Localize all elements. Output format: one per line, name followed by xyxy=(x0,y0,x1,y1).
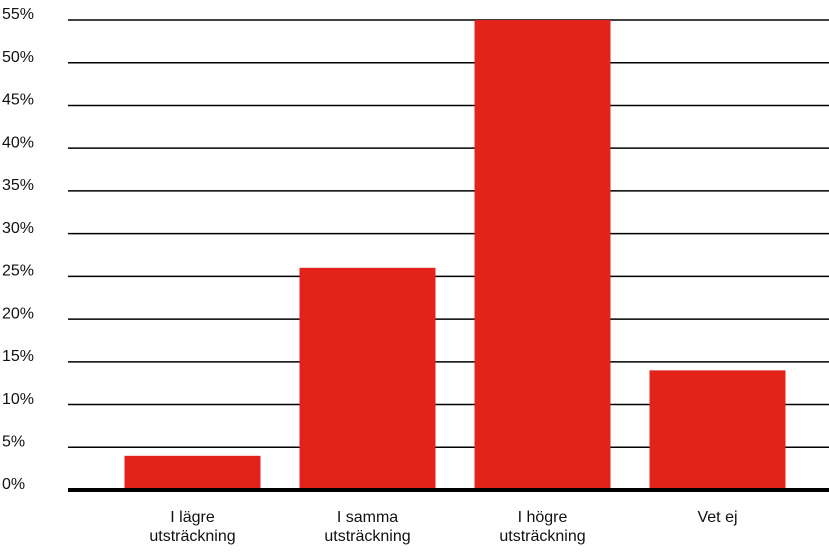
y-tick-label: 30% xyxy=(2,220,34,237)
bar xyxy=(124,455,261,490)
bar xyxy=(474,20,611,490)
x-tick-label: I högre utsträckning xyxy=(499,509,586,545)
y-tick-label: 0% xyxy=(2,476,25,493)
bar xyxy=(649,370,786,490)
x-tick-label: I samma utsträckning xyxy=(324,509,411,545)
x-tick-label: I lägre utsträckning xyxy=(149,509,236,545)
y-tick-label: 20% xyxy=(2,305,34,322)
y-tick-label: 35% xyxy=(2,177,34,194)
x-tick-label: Vet ej xyxy=(697,509,738,526)
y-tick-label: 50% xyxy=(2,49,34,66)
y-tick-label: 40% xyxy=(2,134,34,151)
y-tick-label: 5% xyxy=(2,433,25,450)
y-tick-label: 15% xyxy=(2,348,34,365)
y-tick-label: 45% xyxy=(2,92,34,109)
y-tick-label: 10% xyxy=(2,391,34,408)
y-tick-label: 55% xyxy=(2,6,34,23)
y-tick-label: 25% xyxy=(2,263,34,280)
bar xyxy=(299,267,436,490)
